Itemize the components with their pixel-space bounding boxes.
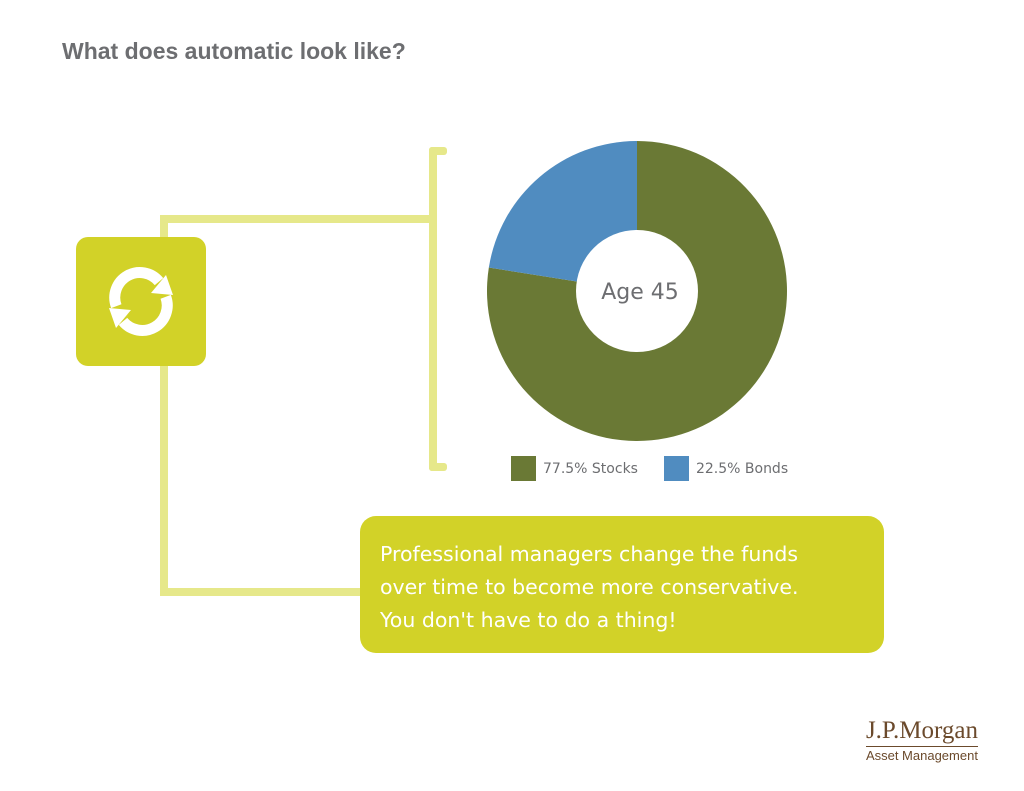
jpmorgan-logo: J.P.Morgan Asset Management bbox=[865, 718, 978, 764]
legend-swatch-bonds bbox=[663, 456, 689, 481]
chart-legend: 77.5% Stocks 22.5% Bonds bbox=[511, 456, 788, 481]
logo-name: J.P.Morgan bbox=[865, 718, 978, 747]
donut-hole bbox=[576, 230, 698, 352]
legend-item-stocks: 77.5% Stocks bbox=[511, 456, 638, 481]
connector-bottom-horizontal bbox=[160, 588, 362, 596]
page-title: What does automatic look like? bbox=[62, 38, 406, 64]
legend-item-bonds: 22.5% Bonds bbox=[663, 456, 789, 481]
chart-bracket-top-cap bbox=[429, 147, 447, 155]
connector-bottom-vertical bbox=[160, 364, 168, 596]
refresh-icon bbox=[109, 267, 173, 336]
connector-top-vertical bbox=[160, 215, 168, 239]
message-line: over time to become more conservative. bbox=[380, 575, 799, 599]
refresh-icon-tile bbox=[76, 237, 206, 366]
message-line: Professional managers change the funds bbox=[380, 542, 799, 566]
chart-bracket-spine bbox=[429, 147, 437, 471]
legend-label-bonds: 22.5% Bonds bbox=[695, 460, 789, 477]
chart-center-label: Age 45 bbox=[601, 280, 679, 305]
message-box: Professional managers change the funds o… bbox=[360, 516, 884, 653]
chart-bracket-bottom-cap bbox=[429, 463, 447, 471]
connector-top-horizontal bbox=[160, 215, 433, 223]
donut-chart: Age 45 bbox=[487, 141, 788, 441]
legend-label-stocks: 77.5% Stocks bbox=[543, 460, 638, 477]
message-line: You don't have to do a thing! bbox=[380, 608, 677, 632]
logo-subtitle: Asset Management bbox=[865, 748, 978, 763]
legend-swatch-stocks bbox=[511, 456, 536, 481]
